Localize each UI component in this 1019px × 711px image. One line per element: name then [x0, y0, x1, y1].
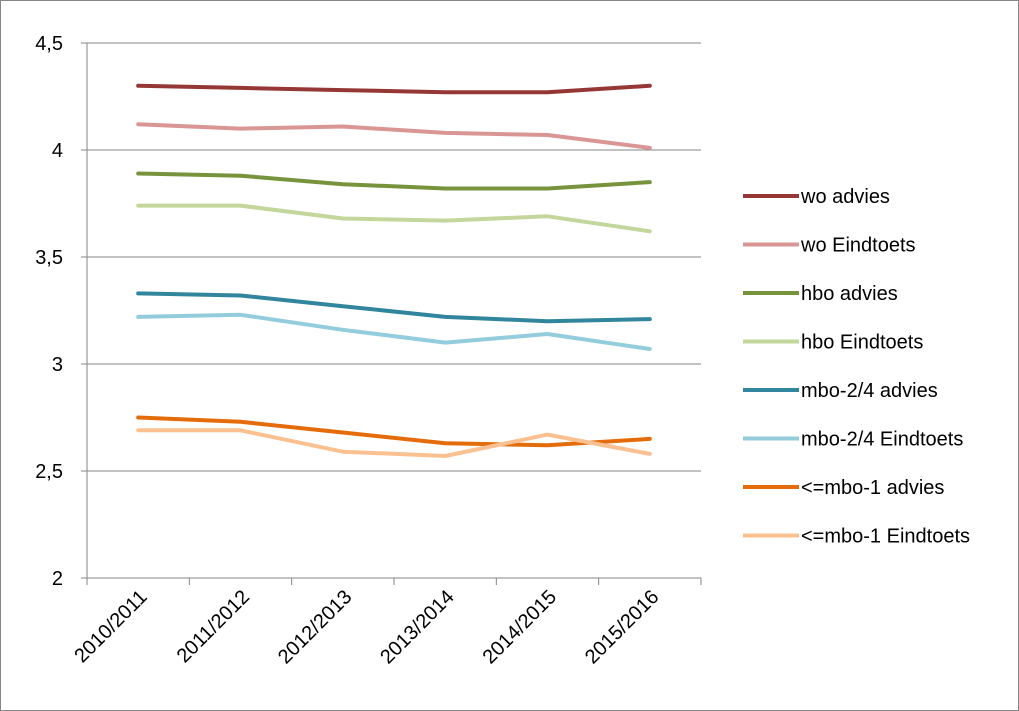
- legend-label: wo Eindtoets: [800, 235, 916, 257]
- series-line: [136, 415, 652, 448]
- x-tick-label: 2015/2016: [581, 586, 663, 668]
- y-tick-label: 2: [52, 568, 63, 590]
- series-line: [136, 291, 652, 324]
- x-tick-label: 2011/2012: [173, 586, 254, 667]
- legend-label: mbo-2/4 Eindtoets: [801, 429, 963, 451]
- legend-label: hbo Eindtoets: [801, 332, 923, 354]
- legend: wo advies wo Eindtoets hbo advies hbo Eindt…: [743, 186, 970, 548]
- series-line: [136, 428, 652, 458]
- series-line: [136, 203, 652, 234]
- series-line: [136, 312, 652, 351]
- x-tick-label: 2012/2013: [274, 586, 356, 668]
- y-tick-label: 3,5: [35, 247, 63, 269]
- legend-label: wo advies: [800, 186, 890, 208]
- gridlines: [87, 42, 701, 472]
- y-tick-label: 2,5: [35, 461, 63, 483]
- y-tick-label: 4,5: [35, 33, 63, 55]
- series-line: [136, 83, 652, 95]
- series-line: [136, 122, 652, 150]
- legend-label: <=mbo-1 advies: [801, 477, 944, 499]
- series-lines: [136, 83, 652, 458]
- legend-label: <=mbo-1 Eindtoets: [801, 526, 970, 548]
- legend-label: hbo advies: [801, 283, 898, 305]
- y-tick-label: 4: [52, 140, 63, 162]
- legend-label: mbo-2/4 advies: [801, 380, 938, 402]
- series-line: [136, 171, 652, 191]
- x-tick-label: 2014/2015: [479, 586, 561, 668]
- y-tick-label: 3: [52, 354, 63, 376]
- x-tick-label: 2010/2011: [70, 586, 151, 667]
- x-tick-label: 2013/2014: [376, 586, 458, 668]
